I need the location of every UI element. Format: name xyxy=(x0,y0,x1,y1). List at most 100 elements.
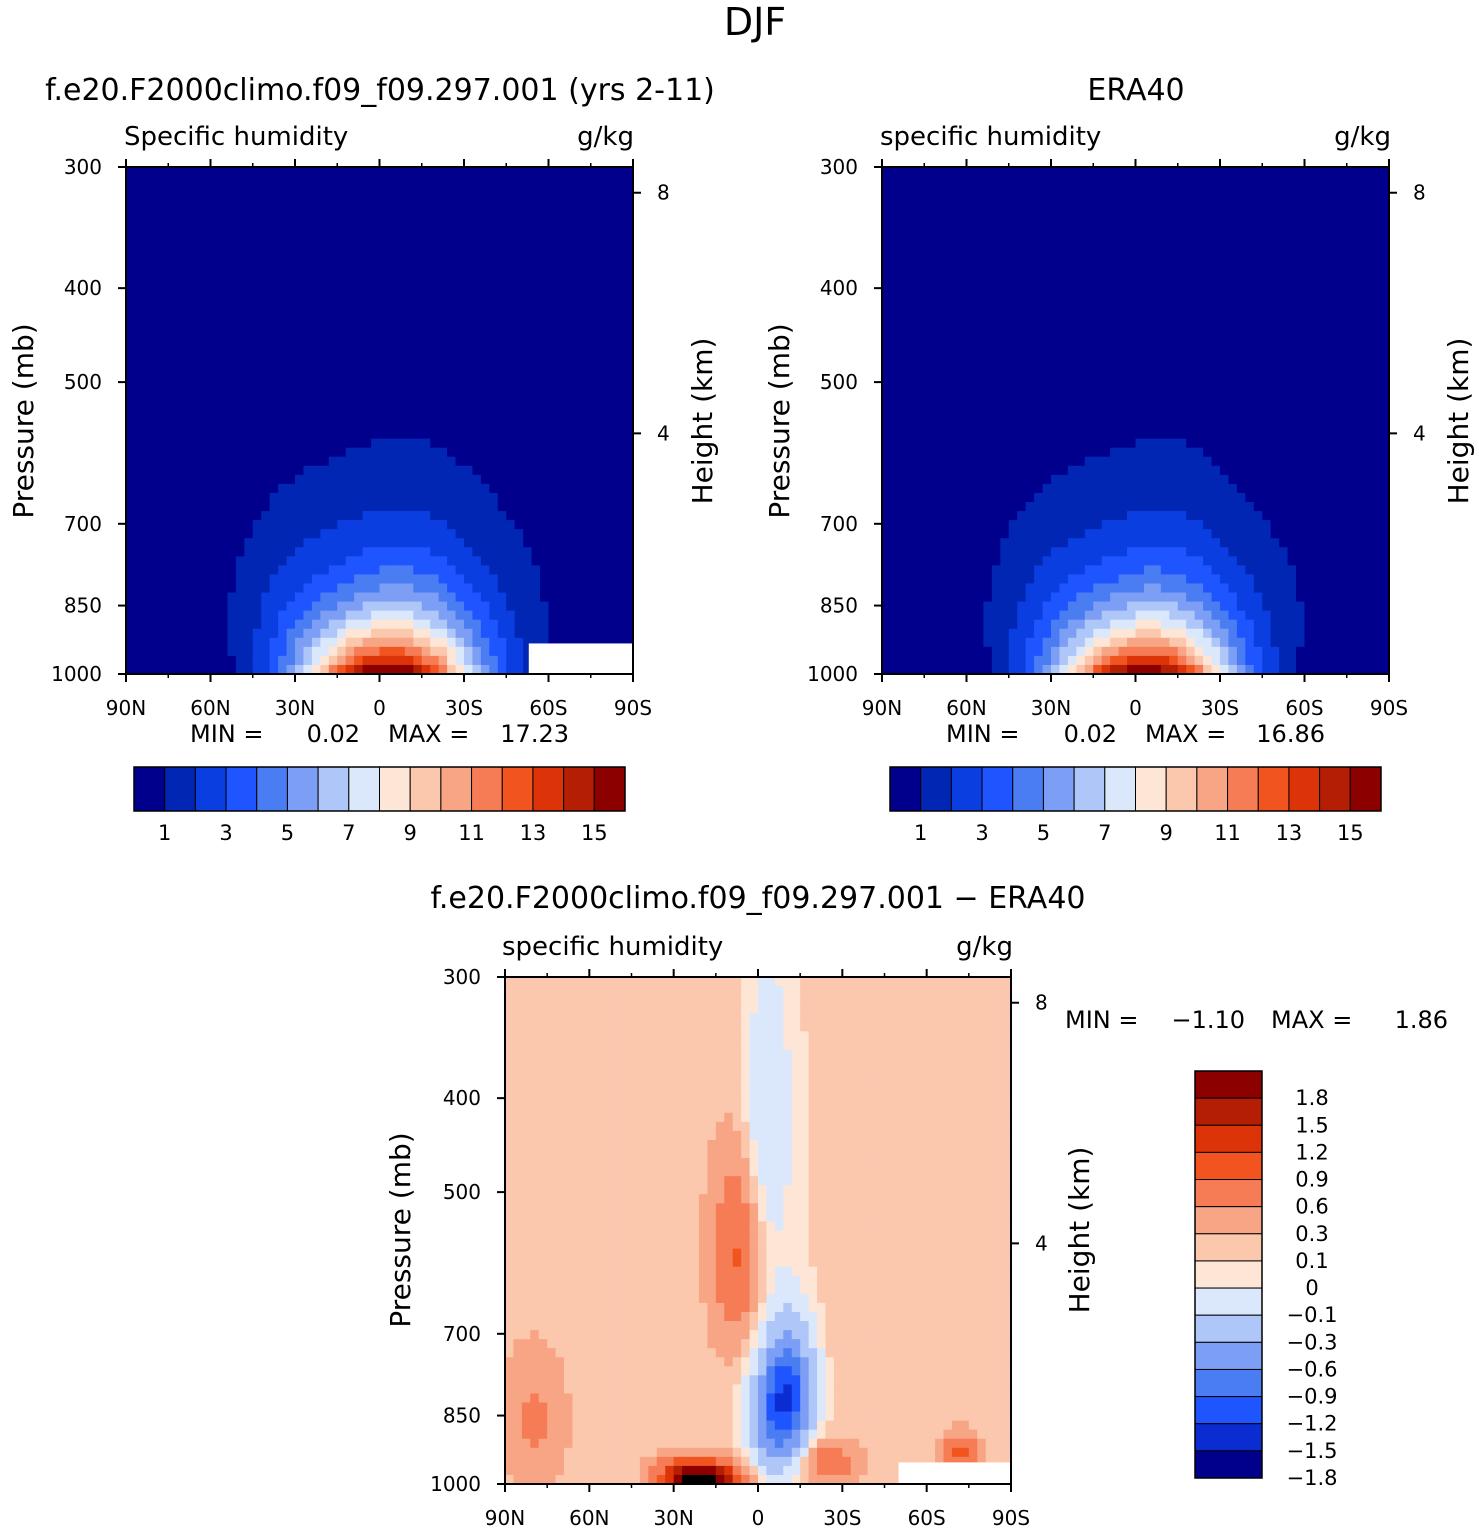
contour-cell xyxy=(303,176,313,186)
contour-cell xyxy=(565,203,575,213)
contour-cell xyxy=(523,185,533,195)
contour-cell xyxy=(227,592,237,603)
contour-cell xyxy=(1338,176,1348,186)
contour-cell xyxy=(345,474,355,485)
contour-cell xyxy=(227,619,237,630)
contour-cell xyxy=(1372,221,1382,231)
contour-cell xyxy=(295,601,305,612)
contour-cell xyxy=(1177,176,1187,186)
contour-cell xyxy=(354,565,364,576)
contour-cell xyxy=(1177,302,1187,313)
contour-cell xyxy=(379,492,389,503)
contour-cell xyxy=(421,646,431,657)
contour-cell xyxy=(1304,275,1314,286)
contour-cell xyxy=(607,411,617,422)
contour-cell xyxy=(261,248,271,259)
contour-cell xyxy=(1127,266,1137,277)
contour-cell xyxy=(320,511,330,521)
contour-cell xyxy=(1093,221,1103,231)
contour-cell xyxy=(590,483,600,494)
contour-cell xyxy=(278,221,288,231)
contour-cell xyxy=(514,465,524,476)
contour-cell xyxy=(472,429,482,440)
contour-cell xyxy=(464,239,474,250)
contour-cell xyxy=(582,194,592,204)
contour-cell xyxy=(235,511,245,521)
contour-cell xyxy=(235,547,245,557)
contour-cell xyxy=(455,329,465,340)
contour-cell xyxy=(210,438,220,449)
contour-cell xyxy=(218,646,228,657)
contour-cell xyxy=(379,520,389,530)
contour-cell xyxy=(295,456,305,467)
contour-cell xyxy=(966,375,976,385)
contour-cell xyxy=(176,293,186,304)
contour-cell xyxy=(932,257,942,268)
contour-cell xyxy=(514,293,524,304)
contour-cell xyxy=(176,492,186,503)
contour-cell xyxy=(616,384,626,394)
contour-cell xyxy=(1321,185,1331,195)
contour-cell xyxy=(396,628,406,639)
contour-cell xyxy=(455,538,465,548)
contour-cell xyxy=(202,456,212,467)
contour-cell xyxy=(1321,203,1331,213)
contour-cell xyxy=(514,492,524,503)
contour-cell xyxy=(616,320,626,331)
contour-cell xyxy=(413,248,423,259)
contour-cell xyxy=(354,655,364,666)
contour-cell xyxy=(1169,302,1179,313)
contour-cell xyxy=(1287,176,1297,186)
contour-cell xyxy=(151,221,161,231)
contour-cell xyxy=(556,601,566,612)
contour-cell xyxy=(142,655,152,666)
contour-cell xyxy=(218,438,228,449)
colorbar-box xyxy=(471,766,503,812)
contour-cell xyxy=(506,592,516,603)
contour-cell xyxy=(218,601,228,612)
contour-cell xyxy=(497,456,507,467)
colorbar-box xyxy=(256,766,288,812)
contour-cell xyxy=(898,293,908,304)
contour-cell xyxy=(915,311,925,322)
contour-cell xyxy=(261,203,271,213)
contour-cell xyxy=(413,529,423,539)
contour-cell xyxy=(582,429,592,440)
contour-cell xyxy=(430,212,440,222)
contour-cell xyxy=(907,375,917,385)
contour-cell xyxy=(1076,167,1086,177)
contour-cell xyxy=(455,366,465,376)
contour-cell xyxy=(974,393,984,403)
contour-cell xyxy=(303,456,313,467)
contour-cell xyxy=(278,203,288,213)
contour-cell xyxy=(531,311,541,322)
contour-cell xyxy=(1059,221,1069,231)
colorbar-label: 11 xyxy=(458,821,485,845)
contour-cell xyxy=(1025,239,1035,250)
contour-cell xyxy=(1177,185,1187,195)
contour-cell xyxy=(176,664,186,675)
contour-cell xyxy=(974,221,984,231)
contour-cell xyxy=(185,176,195,186)
contour-cell xyxy=(1000,366,1010,376)
contour-cell xyxy=(1372,302,1382,313)
contour-cell xyxy=(540,447,550,458)
contour-cell xyxy=(134,501,144,512)
contour-cell xyxy=(210,601,220,612)
contour-cell xyxy=(168,194,178,204)
contour-cell xyxy=(898,393,908,403)
contour-cell xyxy=(396,483,406,494)
contour-cell xyxy=(126,302,136,313)
contour-cell xyxy=(1084,239,1094,250)
contour-cell xyxy=(991,239,1001,250)
contour-cell xyxy=(573,411,583,422)
contour-cell xyxy=(134,357,144,367)
contour-cell xyxy=(176,339,186,349)
contour-cell xyxy=(624,293,634,304)
contour-cell xyxy=(1338,302,1348,313)
contour-cell xyxy=(991,248,1001,259)
contour-cell xyxy=(354,483,364,494)
contour-cell xyxy=(430,357,440,367)
contour-cell xyxy=(269,284,279,295)
contour-cell xyxy=(371,420,381,431)
